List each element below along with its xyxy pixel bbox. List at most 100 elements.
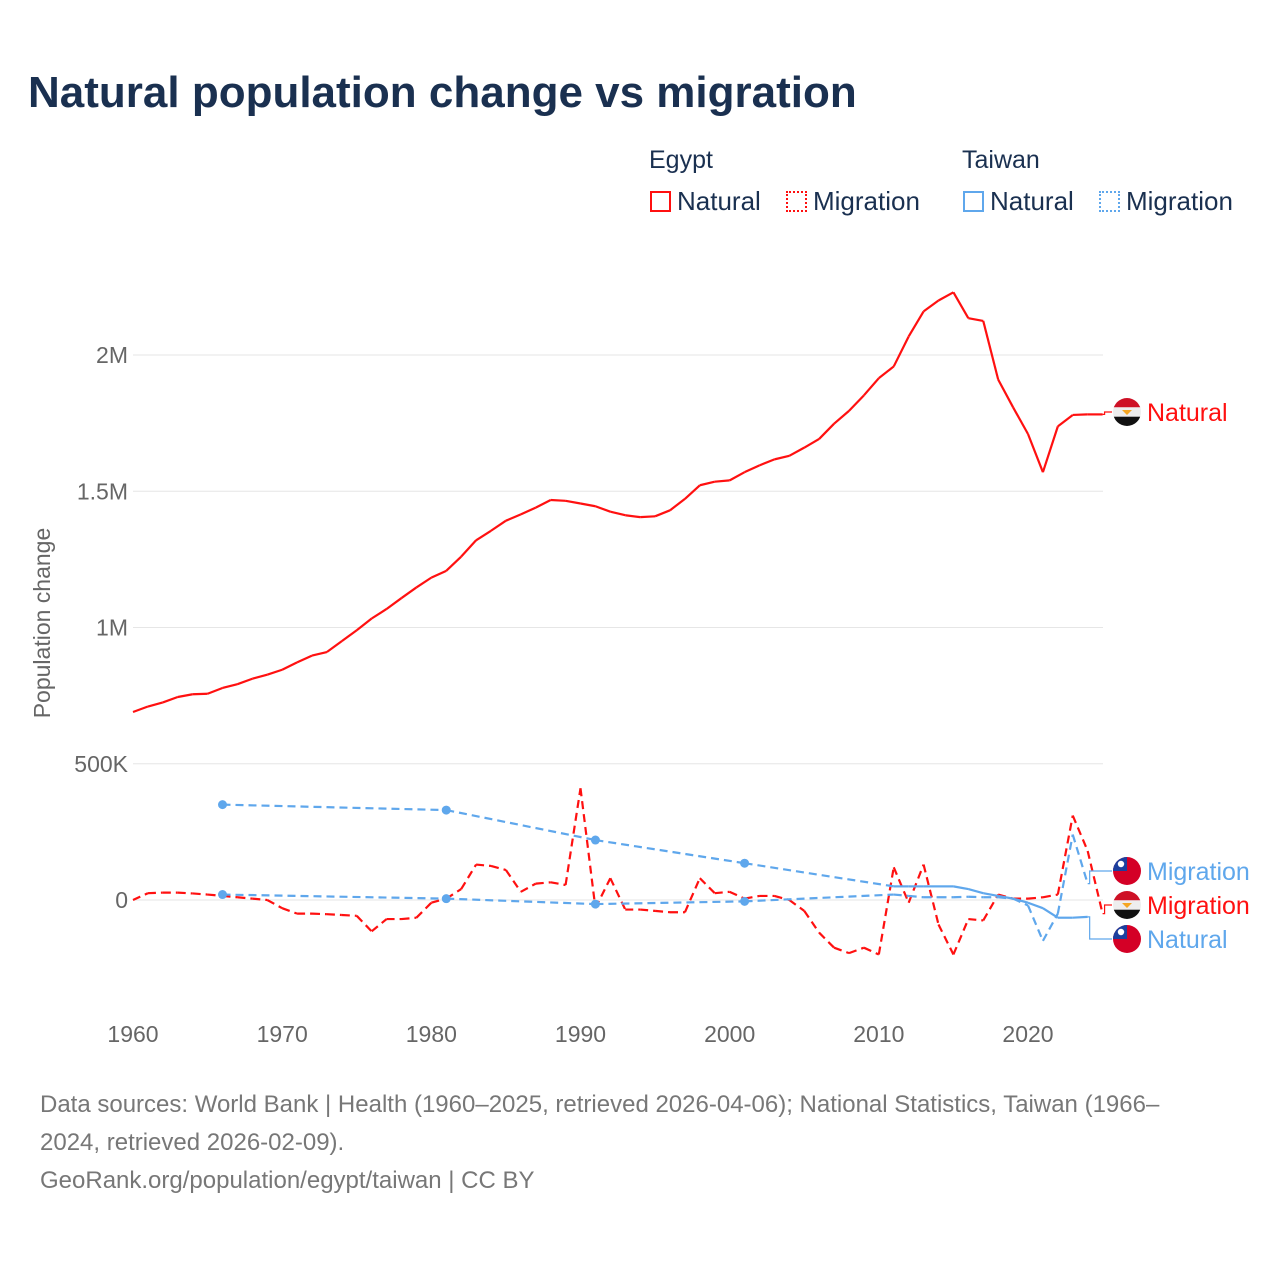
egypt-natural-segment	[595, 505, 611, 513]
taiwan-natural-point	[441, 805, 451, 815]
egypt-migration-segment	[1086, 850, 1104, 914]
egypt-migration-segment	[714, 890, 730, 895]
legend-swatch-dotted	[786, 191, 807, 212]
egypt-natural-segment	[252, 673, 268, 680]
egypt-natural-segment	[1026, 433, 1044, 473]
y-tick-label: 2M	[96, 342, 128, 368]
egypt-natural-segment	[550, 498, 566, 502]
egypt-migration-segment	[475, 863, 492, 868]
legend-label: Migration	[1126, 186, 1233, 216]
chart-title: Natural population change vs migration	[28, 68, 857, 117]
egypt-natural-segment	[266, 668, 283, 676]
taiwan-flag-icon	[1113, 925, 1141, 953]
x-tick-label: 1990	[555, 1021, 606, 1047]
egypt-migration-segment	[683, 877, 701, 913]
egypt-natural-segment	[922, 299, 940, 313]
egypt-migration-segment	[370, 918, 388, 933]
egypt-migration-segment	[922, 864, 940, 925]
egypt-natural-segment	[222, 683, 238, 690]
egypt-natural-segment	[460, 539, 477, 558]
egypt-natural-segment	[147, 701, 164, 708]
egypt-natural-segment	[430, 569, 447, 579]
egypt-natural-segment	[937, 291, 954, 302]
egypt-natural-segment	[803, 437, 820, 449]
footer-link[interactable]: GeoRank.org/population/egypt/taiwan | CC…	[40, 1167, 535, 1194]
egypt-migration-segment	[132, 892, 149, 902]
egypt-migration-segment	[460, 864, 478, 890]
egypt-natural-segment	[997, 379, 1015, 408]
legend-label: Migration	[813, 186, 920, 216]
egypt-migration-segment	[788, 899, 805, 912]
egypt-migration-segment	[490, 864, 507, 872]
taiwan-migration-point	[441, 894, 451, 904]
egypt-natural-label-connector	[1102, 411, 1112, 416]
egypt-migration-segment	[401, 916, 417, 921]
legend-group-taiwan: Taiwan	[962, 146, 1040, 174]
y-tick-label: 500K	[74, 751, 128, 777]
egypt-migration-segment	[355, 915, 373, 933]
egypt-migration-segment	[550, 881, 566, 887]
egypt-natural-segment	[878, 365, 895, 380]
egypt-migration-label-connector	[1102, 904, 1112, 915]
egypt-natural-segment	[654, 509, 671, 518]
egypt-natural-segment	[774, 454, 790, 461]
egypt-natural-segment	[475, 529, 492, 542]
egypt-natural-segment	[177, 693, 193, 699]
legend-swatch-dotted	[1099, 191, 1120, 212]
egypt-natural-segment	[415, 576, 432, 589]
egypt-natural-segment	[640, 515, 656, 519]
egypt-migration-segment	[803, 910, 821, 934]
egypt-natural-segment	[490, 519, 507, 532]
egypt-migration-segment	[252, 897, 268, 902]
egypt-natural-segment	[744, 464, 760, 474]
egypt-migration-segment	[564, 788, 582, 886]
x-tick-label: 1980	[406, 1021, 457, 1047]
egypt-natural-segment	[1012, 406, 1029, 435]
y-tick-label: 1.5M	[77, 478, 128, 504]
taiwan-natural-point	[590, 835, 600, 845]
egypt-natural-segment	[982, 320, 1000, 380]
egypt-natural-segment	[848, 394, 865, 412]
legend-taiwan-migration[interactable]: Migration	[1099, 186, 1233, 217]
egypt-migration-segment	[833, 946, 850, 955]
egypt-migration-segment	[774, 894, 790, 902]
taiwan-migration-segment	[446, 897, 596, 906]
legend-egypt-natural[interactable]: Natural	[650, 186, 761, 217]
egypt-natural-segment	[833, 410, 850, 425]
egypt-migration-segment	[147, 891, 163, 895]
egypt-migration-segment	[877, 867, 895, 955]
taiwan-migration-segment	[998, 896, 1014, 900]
egypt-natural-segment	[684, 484, 701, 500]
egypt-flag-icon	[1113, 398, 1141, 426]
egypt-natural-segment	[625, 514, 641, 519]
legend-swatch-solid	[650, 191, 671, 212]
taiwan-migration-segment	[1041, 913, 1059, 942]
egypt-natural-segment	[162, 695, 179, 704]
egypt-migration-segment	[863, 946, 880, 956]
egypt-natural-segment	[192, 692, 208, 696]
egypt-migration-segment	[326, 913, 342, 917]
taiwan-migration-segment	[1012, 897, 1029, 907]
taiwan-natural-segment	[1072, 915, 1088, 919]
taiwan-natural-label-connector	[1087, 916, 1112, 940]
legend-egypt-migration[interactable]: Migration	[786, 186, 920, 217]
egypt-natural-segment	[565, 499, 581, 505]
egypt-natural-segment	[341, 629, 358, 643]
egypt-migration-segment	[177, 891, 193, 895]
taiwan-flag-icon	[1113, 857, 1141, 885]
egypt-natural-segment	[892, 335, 910, 367]
legend-taiwan-natural[interactable]: Natural	[963, 186, 1074, 217]
egypt-natural-segment	[1041, 426, 1059, 473]
taiwan-migration-segment	[1056, 834, 1074, 914]
egypt-migration-segment	[848, 946, 865, 955]
egypt-migration-segment	[505, 869, 522, 893]
footer-sources: Data sources: World Bank | Health (1960–…	[40, 1086, 1159, 1200]
egypt-migration-segment	[1071, 815, 1089, 852]
egypt-natural-segment	[699, 480, 716, 487]
x-tick-label: 2010	[853, 1021, 904, 1047]
taiwan-migration-segment	[968, 895, 984, 899]
legend-label: Natural	[990, 186, 1074, 216]
taiwan-migration-point	[218, 890, 227, 900]
